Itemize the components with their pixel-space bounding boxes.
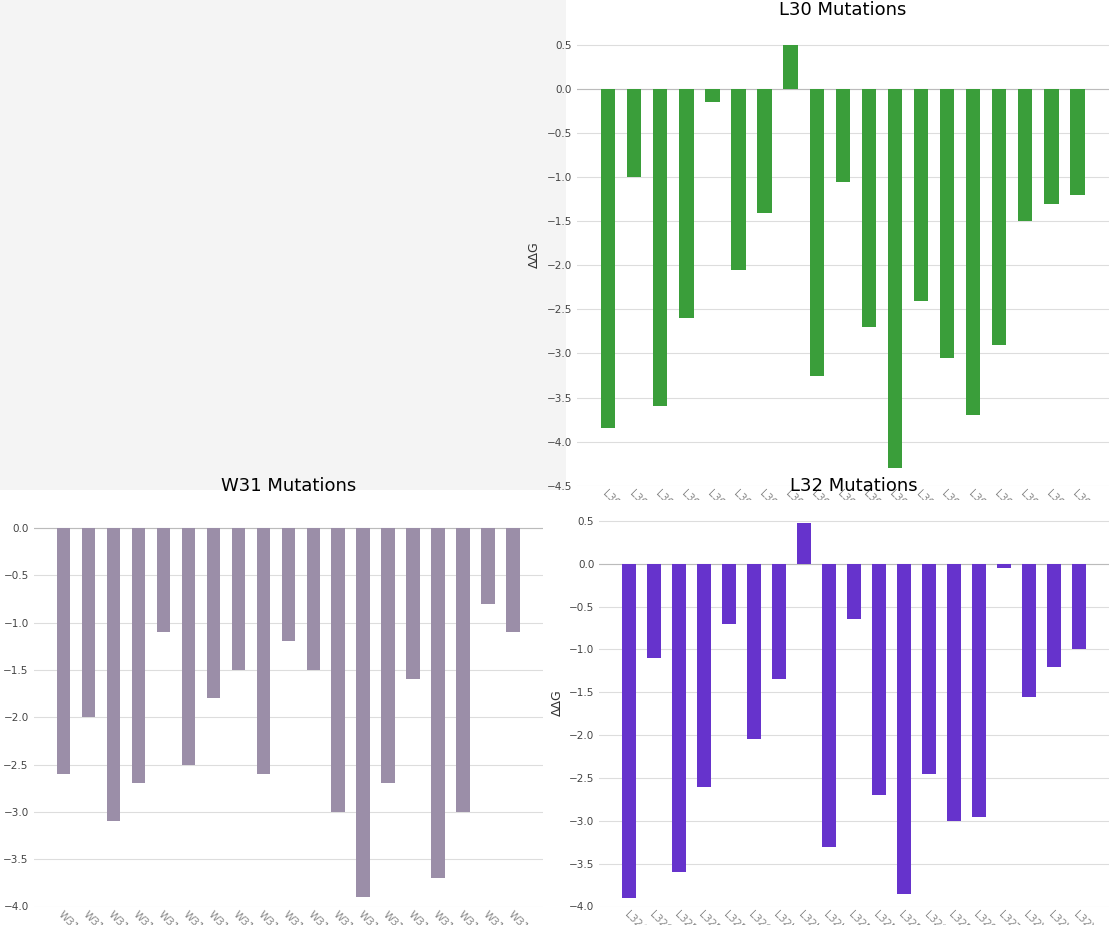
Bar: [382, 528, 395, 783]
X-axis label: Mutation: Mutation: [815, 522, 870, 535]
Y-axis label: ΔΔG: ΔΔG: [550, 690, 563, 716]
Bar: [914, 89, 928, 301]
Title: L32 Mutations: L32 Mutations: [791, 477, 917, 495]
Bar: [601, 89, 615, 428]
Bar: [623, 563, 636, 898]
Bar: [940, 89, 954, 358]
Bar: [1047, 563, 1061, 667]
Bar: [797, 524, 811, 563]
Bar: [157, 528, 170, 632]
Title: W31 Mutations: W31 Mutations: [221, 477, 356, 495]
Bar: [1071, 89, 1084, 195]
Bar: [1018, 89, 1033, 221]
Bar: [731, 89, 746, 270]
Y-axis label: ΔΔG: ΔΔG: [528, 241, 541, 267]
Bar: [872, 563, 886, 796]
Bar: [57, 528, 71, 774]
Bar: [810, 89, 824, 376]
Bar: [922, 563, 936, 773]
Bar: [82, 528, 95, 717]
Bar: [672, 563, 687, 872]
Title: L30 Mutations: L30 Mutations: [780, 1, 906, 18]
Bar: [784, 45, 797, 89]
Bar: [757, 89, 772, 213]
Bar: [332, 528, 345, 812]
Bar: [1072, 563, 1085, 649]
Bar: [847, 563, 861, 620]
Bar: [647, 563, 661, 658]
Bar: [627, 89, 642, 178]
Bar: [307, 528, 320, 670]
Bar: [861, 89, 876, 327]
Bar: [482, 528, 495, 604]
Bar: [948, 563, 961, 820]
Bar: [206, 528, 221, 698]
Bar: [132, 528, 146, 783]
Bar: [822, 563, 836, 846]
Bar: [256, 528, 270, 774]
Bar: [888, 89, 902, 468]
Bar: [836, 89, 850, 181]
Bar: [722, 563, 736, 623]
Bar: [653, 89, 668, 406]
Bar: [997, 563, 1010, 568]
Bar: [356, 528, 371, 897]
Bar: [431, 528, 445, 878]
Bar: [965, 89, 980, 415]
Bar: [747, 563, 760, 739]
Bar: [232, 528, 245, 670]
Bar: [897, 563, 911, 894]
Bar: [679, 89, 693, 318]
Bar: [1021, 563, 1036, 697]
Bar: [972, 563, 986, 817]
Bar: [992, 89, 1007, 345]
Bar: [456, 528, 470, 812]
Bar: [281, 528, 296, 641]
Bar: [407, 528, 420, 679]
Bar: [706, 89, 720, 103]
Bar: [506, 528, 520, 632]
Bar: [181, 528, 195, 765]
Bar: [1044, 89, 1058, 204]
Bar: [106, 528, 121, 821]
Bar: [698, 563, 711, 786]
Bar: [772, 563, 786, 680]
